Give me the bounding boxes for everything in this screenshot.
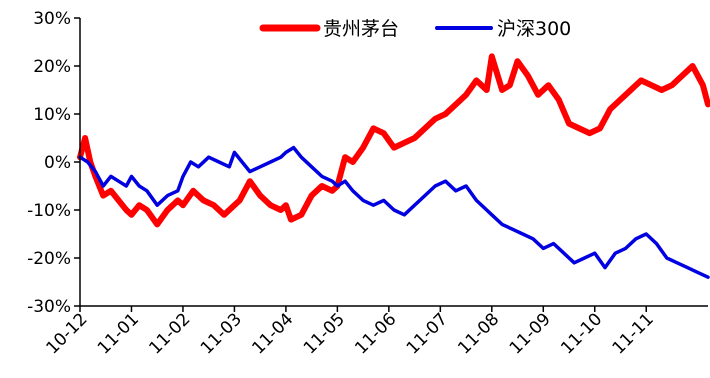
x-tick-label: 11-02 bbox=[145, 309, 194, 358]
legend: 贵州茅台 沪深300 bbox=[259, 18, 571, 40]
x-tick-label: 11-08 bbox=[454, 309, 503, 358]
y-tick-label: -20% bbox=[27, 249, 71, 269]
x-tick-label: 11-11 bbox=[609, 309, 658, 358]
x-tick-label: 11-03 bbox=[197, 309, 246, 358]
x-tick-label: 11-07 bbox=[403, 309, 452, 358]
series-line-moutai bbox=[77, 53, 710, 228]
x-tick-label: 11-04 bbox=[248, 309, 297, 358]
y-tick-label: 30% bbox=[33, 9, 71, 29]
x-tick-label: 11-10 bbox=[557, 309, 606, 358]
x-tick-label: 11-01 bbox=[94, 309, 143, 358]
series-layer bbox=[77, 53, 710, 279]
y-tick-label: 0% bbox=[44, 153, 71, 173]
y-tick-label: 10% bbox=[33, 105, 71, 125]
x-tick-label: 11-09 bbox=[506, 309, 555, 358]
y-tick-label: -10% bbox=[27, 201, 71, 221]
legend-label-moutai: 贵州茅台 bbox=[323, 18, 399, 40]
x-tick-label: 11-05 bbox=[300, 309, 349, 358]
x-axis-ticks: 10-12 11-01 11-02 11-03 11-04 11-05 11-06 11-07… bbox=[42, 306, 658, 358]
series-line-hs300 bbox=[78, 145, 710, 279]
y-tick-label: -30% bbox=[27, 297, 71, 317]
legend-label-hs300: 沪深300 bbox=[497, 18, 571, 40]
x-tick-label: 11-06 bbox=[351, 309, 400, 358]
y-tick-label: 20% bbox=[33, 57, 71, 77]
y-axis-ticks: 30% 20% 10% 0% -10% -20% -30% bbox=[27, 9, 80, 317]
